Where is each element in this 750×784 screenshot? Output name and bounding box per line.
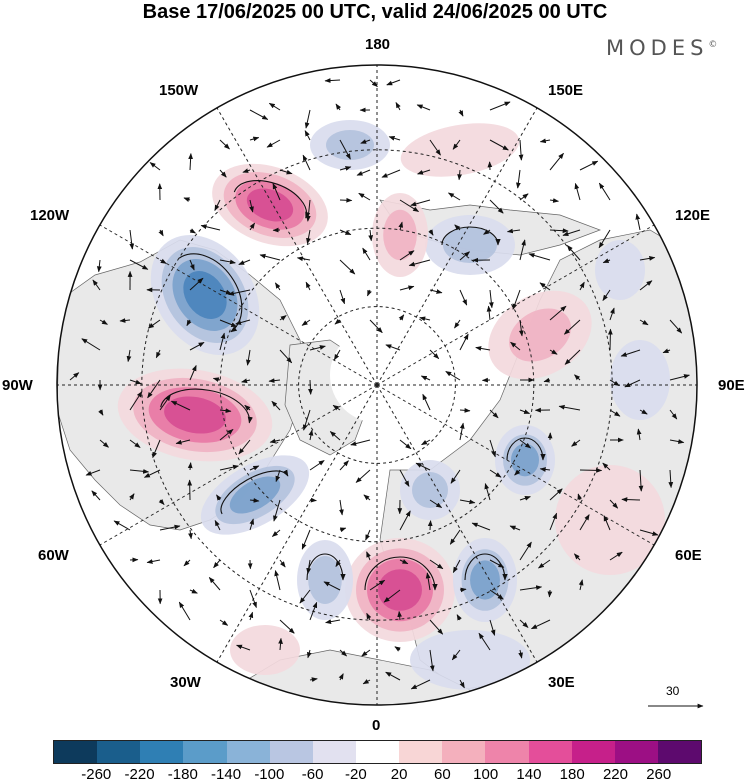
colorbar-tick-label: -100 [254,766,284,783]
colorbar-segment [270,741,313,763]
colorbar-tick-label: -140 [211,766,241,783]
colorbar-segment [442,741,485,763]
lon-label-180: 180 [365,37,390,53]
colorbar-segment [54,741,97,763]
wind-vector [430,521,431,530]
positive-anomaly [230,625,300,675]
anomaly-contour [443,227,497,263]
lon-label-150w: 150W [159,83,198,99]
colorbar-tick-label: 220 [603,766,628,783]
colorbar-labels: -260 -220 -180 -140 -100 -60 -20 20 60 100 140 180 2… [0,766,750,784]
colorbar [53,740,702,764]
positive-anomaly [555,465,665,575]
colorbar-tick-label: -260 [81,766,111,783]
colorbar-segment [529,741,572,763]
lon-label-150e: 150E [548,83,583,99]
negative-anomaly [297,540,353,620]
colorbar-segment [658,741,701,763]
reference-vector-label: 30 [666,684,679,698]
negative-anomaly [425,215,515,275]
negative-anomaly [400,460,460,520]
wind-vector [190,463,191,470]
polar-map [0,0,750,740]
colorbar-segment [615,741,658,763]
lon-label-120e: 120E [675,208,710,224]
wind-vector [310,380,311,394]
lon-label-90e: 90E [718,378,745,394]
colorbar-segment [572,741,615,763]
anomaly-contour [555,465,665,575]
arctic-cap [330,327,426,423]
lon-label-120w: 120W [30,208,69,224]
colorbar-segment [485,741,528,763]
colorbar-segment [227,741,270,763]
colorbar-segment [313,741,356,763]
lon-label-30e: 30E [548,675,575,691]
colorbar-tick-label: 260 [646,766,671,783]
anomaly-contour [412,472,448,508]
lon-label-60e: 60E [675,548,702,564]
wind-vector [580,470,602,471]
wind-vector [310,500,316,501]
colorbar-tick-label: 180 [560,766,585,783]
anomaly-contour [511,444,539,477]
colorbar-segment [97,741,140,763]
colorbar-tick-label: 60 [434,766,451,783]
colorbar-tick-label: 20 [391,766,408,783]
colorbar-tick-label: -60 [302,766,324,783]
lon-label-90w: 90W [2,378,33,394]
anomaly-contour [308,556,342,604]
colorbar-segment [183,741,226,763]
negative-anomaly [595,240,645,300]
anomaly-contour [326,130,374,160]
lon-label-30w: 30W [170,675,201,691]
colorbar-tick-label: 100 [473,766,498,783]
colorbar-segment [356,741,399,763]
colorbar-tick-label: -220 [125,766,155,783]
negative-anomaly [495,425,555,495]
negative-anomaly [310,120,390,170]
colorbar-tick-label: -20 [345,766,367,783]
lon-label-60w: 60W [38,548,69,564]
lon-label-0: 0 [372,718,380,734]
wind-vector [610,329,611,350]
colorbar-tick-label: 140 [516,766,541,783]
anomaly-contour [230,625,300,675]
colorbar-tick-label: -180 [168,766,198,783]
colorbar-segment [399,741,442,763]
wind-vector [622,499,640,500]
colorbar-segment [140,741,183,763]
wind-vector [549,590,550,597]
positive-anomaly [372,193,428,277]
negative-anomaly [453,538,517,622]
anomaly-contour [595,240,645,300]
wind-vector [340,200,352,201]
